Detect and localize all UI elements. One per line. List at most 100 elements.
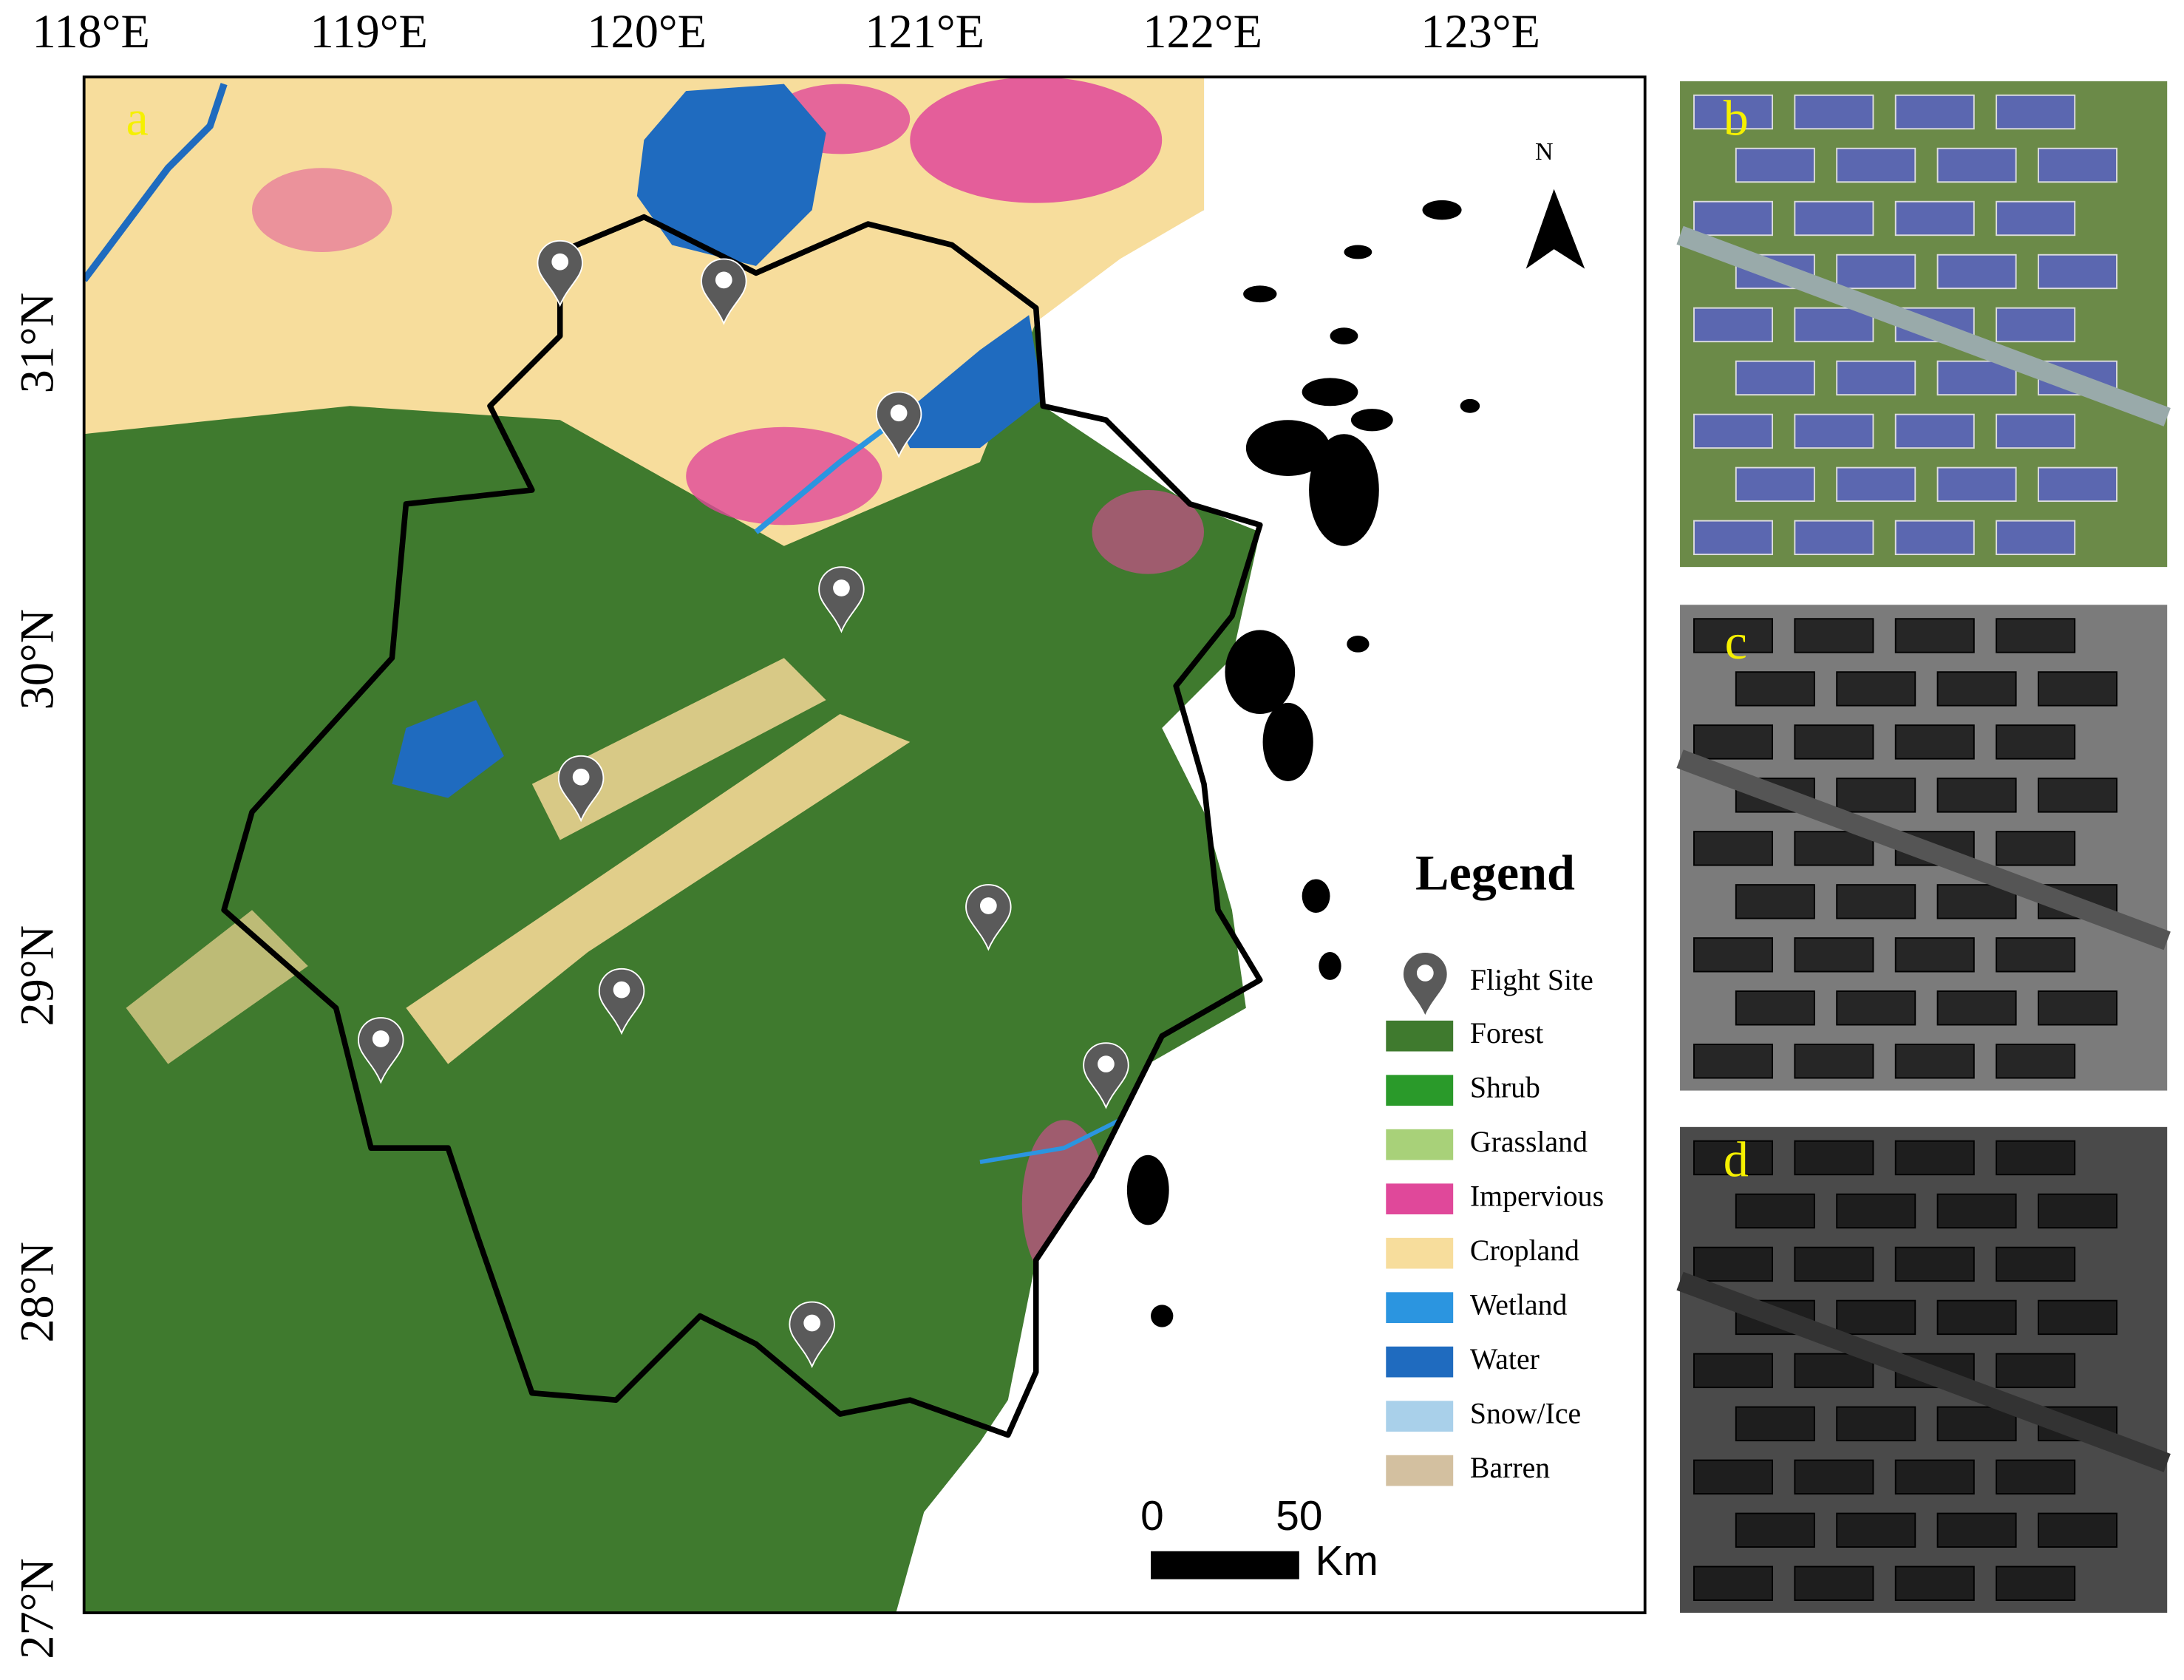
solar-panel: [1693, 1565, 1774, 1601]
solar-panel: [2038, 147, 2117, 183]
north-label: N: [1535, 138, 1554, 166]
solar-panel: [1894, 618, 1975, 653]
solar-panel: [1836, 1512, 1916, 1548]
road: [1676, 1271, 2171, 1472]
legend-label: Flight Site: [1470, 964, 1593, 996]
solar-panel: [2038, 1512, 2117, 1548]
solar-panel: [1693, 618, 1774, 653]
solar-panel: [1996, 1246, 2076, 1282]
legend-label: Impervious: [1470, 1180, 1604, 1212]
legend-label: Wetland: [1470, 1288, 1568, 1321]
solar-panel: [1936, 884, 2017, 919]
solar-panel: [1894, 1140, 1975, 1176]
solar-panel: [1996, 937, 2076, 973]
solar-panel: [1735, 466, 1815, 503]
longitude-label: 123°E: [1421, 5, 1540, 58]
solar-panel: [1894, 1246, 1975, 1282]
solar-panel: [1794, 618, 1874, 653]
solar-panel: [1836, 990, 1916, 1026]
legend-label: Barren: [1470, 1452, 1550, 1484]
solar-panel: [1794, 831, 1874, 866]
legend-label: Shrub: [1470, 1071, 1540, 1103]
solar-panel: [1996, 1044, 2076, 1079]
photo-panels: [1676, 81, 2171, 1613]
solar-panel: [1836, 884, 1916, 919]
solar-panel: [1836, 466, 1916, 503]
solar-panel: [1936, 1193, 2017, 1229]
solar-panel: [1693, 520, 1774, 556]
solar-panel: [1693, 94, 1774, 130]
solar-panel: [1936, 466, 2017, 503]
legend-swatch: [1386, 1292, 1454, 1323]
solar-panel: [1936, 147, 2017, 183]
solar-panel: [1794, 1459, 1874, 1495]
solar-panel: [1836, 671, 1916, 707]
solar-panel: [1894, 200, 1975, 237]
solar-panel: [1794, 413, 1874, 449]
solar-panel: [1735, 360, 1815, 396]
solar-panel: [1996, 1353, 2076, 1389]
legend-label: Water: [1470, 1343, 1540, 1375]
solar-panel: [2038, 671, 2117, 707]
solar-panel: [1794, 307, 1874, 343]
solar-panel: [1836, 254, 1916, 290]
solar-panel: [1936, 1512, 2017, 1548]
panel-label: c: [1725, 613, 1747, 670]
solar-panel: [1794, 200, 1874, 237]
solar-panel: [1693, 831, 1774, 866]
solar-panel: [1693, 1044, 1774, 1079]
solar-panel: [1836, 778, 1916, 813]
solar-panel: [1693, 1459, 1774, 1495]
solar-panel: [1894, 724, 1975, 760]
solar-panel: [2038, 254, 2117, 290]
solar-panel: [1996, 1459, 2076, 1495]
solar-panel: [1936, 671, 2017, 707]
solar-panel: [2038, 466, 2117, 503]
legend-swatch: [1386, 1183, 1454, 1215]
solar-panel: [1936, 778, 2017, 813]
panel-label: a: [126, 89, 149, 146]
solar-panel: [1735, 1193, 1815, 1229]
legend-swatch: [1386, 1401, 1454, 1432]
solar-panel: [1996, 618, 2076, 653]
scale-bar: [1151, 1551, 1299, 1579]
solar-panel: [1836, 147, 1916, 183]
solar-panel: [1836, 1193, 1916, 1229]
solar-panel: [2038, 778, 2117, 813]
solar-panel: [1996, 200, 2076, 237]
panel-label: b: [1724, 89, 1749, 146]
solar-panel: [1836, 1406, 1916, 1442]
solar-panel: [1794, 724, 1874, 760]
solar-panel: [1996, 413, 2076, 449]
solar-panel: [1735, 1406, 1815, 1442]
solar-panel: [1894, 1044, 1975, 1079]
longitude-label: 122°E: [1143, 5, 1262, 58]
land-cover-map: [84, 77, 1645, 1613]
solar-panel: [1836, 1299, 1916, 1336]
solar-panel: [1794, 937, 1874, 973]
solar-panel: [1794, 1353, 1874, 1389]
solar-panel: [1693, 724, 1774, 760]
solar-panel: [1693, 1246, 1774, 1282]
legend-swatch: [1386, 1129, 1454, 1160]
solar-panel: [1693, 200, 1774, 237]
north-arrow: [1525, 188, 1585, 269]
solar-panel: [1693, 1140, 1774, 1176]
solar-panel: [1693, 307, 1774, 343]
solar-panel: [1894, 94, 1975, 130]
solar-panel: [1794, 94, 1874, 130]
solar-panel: [2038, 1299, 2117, 1336]
solar-panel: [1794, 520, 1874, 556]
solar-panel: [1996, 1565, 2076, 1601]
labels: 118°E 119°E 120°E 121°E 122°E 123°E 31°N 30°N 29…: [11, 5, 1749, 1659]
solar-panel: [1894, 413, 1975, 449]
legend-label: Cropland: [1470, 1234, 1579, 1267]
solar-panel: [1693, 937, 1774, 973]
solar-panel: [1936, 1406, 2017, 1442]
solar-panel: [1894, 1565, 1975, 1601]
solar-panel: [1735, 671, 1815, 707]
panel-label: d: [1724, 1132, 1749, 1188]
latitude-label: 31°N: [11, 293, 64, 394]
legend-label: Snow/Ice: [1470, 1397, 1581, 1429]
solar-panel: [1794, 1565, 1874, 1601]
